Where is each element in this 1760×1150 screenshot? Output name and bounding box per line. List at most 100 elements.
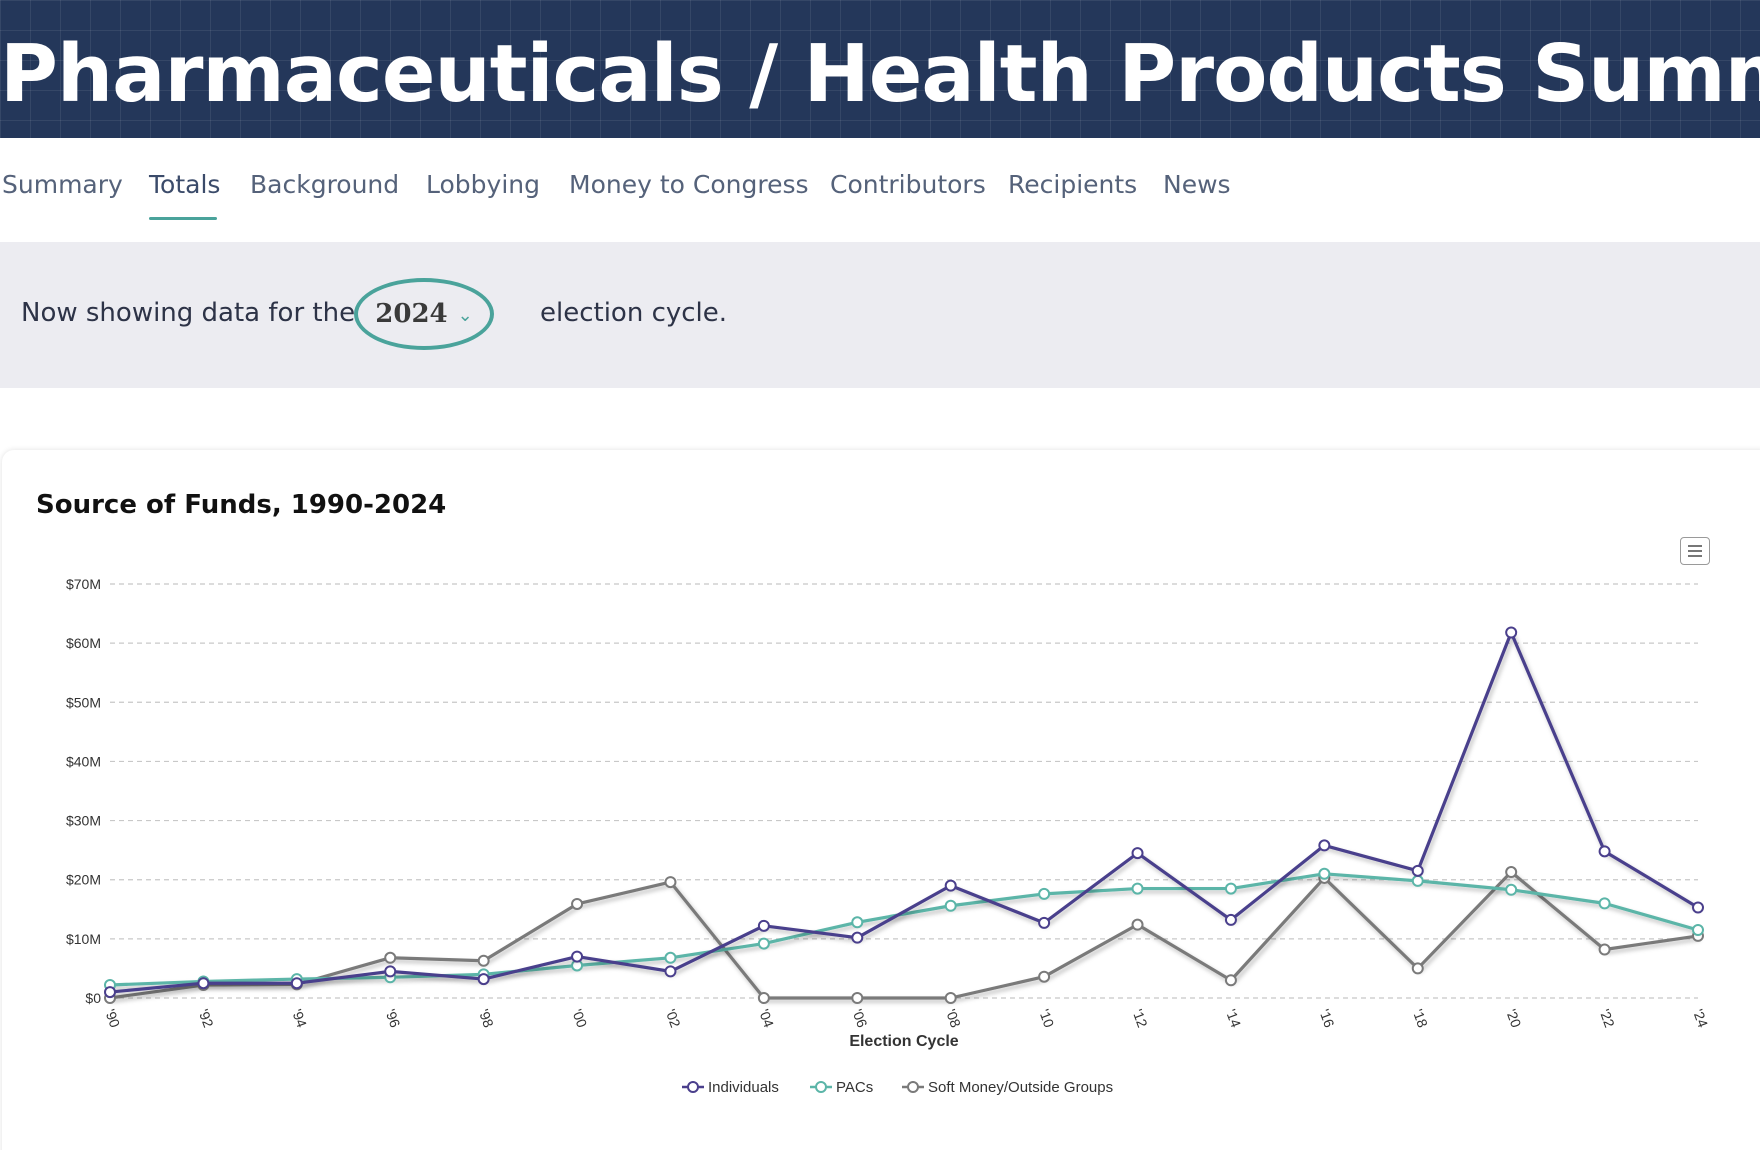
y-tick-label: $40M [66,753,101,769]
tab-recipients[interactable]: Recipients [1008,170,1138,199]
y-tick-label: $0 [85,990,101,1006]
series-line [109,872,1699,987]
data-point [290,977,303,990]
chart-title: Source of Funds, 1990-2024 [36,490,447,520]
x-tick-label: '90 [102,1007,123,1030]
data-point [1411,874,1424,887]
x-tick-label: '18 [1410,1007,1431,1030]
legend-item: PACs [810,1079,873,1096]
data-point [1224,974,1237,987]
data-point [1598,845,1611,858]
data-point [757,992,770,1004]
cycle-dropdown-value: 2024 [375,299,448,329]
data-point [1224,882,1237,895]
data-point [1692,901,1704,914]
data-point [757,937,770,950]
x-tick-label: '16 [1316,1007,1337,1030]
series-individuals [104,626,1704,999]
data-point [1598,943,1611,956]
data-point [1318,839,1331,852]
hamburger-icon-line [1688,550,1702,552]
cycle-suffix-text: election cycle. [540,298,728,328]
data-point [571,950,584,963]
x-tick-label: '96 [382,1007,403,1030]
data-point [1318,867,1331,880]
data-point [944,879,957,892]
cycle-dropdown[interactable]: 2024 ⌄ [354,278,494,350]
x-tick-label: '20 [1503,1007,1524,1030]
data-point [664,951,677,964]
tab-bar: Summary Totals Background Lobbying Money… [0,170,1760,230]
legend-label: Soft Money/Outside Groups [928,1079,1113,1096]
data-point [384,951,397,964]
data-point [104,986,116,999]
data-point [1411,864,1424,877]
tab-news[interactable]: News [1163,170,1231,199]
hamburger-icon-line [1688,555,1702,557]
series-line [109,630,1699,994]
x-tick-label: '10 [1036,1007,1057,1030]
x-tick-label: '24 [1690,1007,1711,1030]
tab-totals[interactable]: Totals [149,170,221,199]
x-tick-label: '00 [569,1007,590,1030]
chart-menu-button[interactable] [1680,537,1710,565]
data-point [477,973,490,986]
source-of-funds-card: Source of Funds, 1990-2024 $0 $10M $20M $30… [2,450,1760,1150]
source-of-funds-chart: $0 $10M $20M $30M $40M $50M $60M $70M '90 '92 '94 '… [66,576,1711,1096]
data-point [1131,847,1144,860]
data-point [1505,626,1518,639]
active-tab-indicator [149,217,217,220]
data-point [1598,897,1611,910]
series-soft-money-outside-groups [104,866,1704,1004]
tab-summary[interactable]: Summary [2,170,123,199]
x-tick-label: '94 [289,1007,310,1030]
x-tick-label: '22 [1597,1007,1618,1030]
hamburger-icon-line [1688,545,1702,547]
data-point [384,965,397,978]
x-tick-label: '04 [756,1007,777,1030]
tab-lobbying[interactable]: Lobbying [426,170,540,199]
tab-background[interactable]: Background [250,170,400,199]
data-point [477,954,490,967]
legend-marker [687,1081,699,1093]
y-tick-label: $70M [66,576,101,592]
data-point [851,992,864,1004]
tab-contributors[interactable]: Contributors [830,170,986,199]
x-tick-label: '98 [476,1007,497,1030]
x-axis-title: Election Cycle [849,1033,958,1050]
data-point [1505,883,1518,896]
legend-marker [815,1081,827,1093]
data-point [1131,918,1144,931]
data-point [1505,866,1518,879]
x-tick-label: '08 [943,1007,964,1030]
legend-item: Soft Money/Outside Groups [902,1079,1113,1096]
y-tick-label: $60M [66,635,101,651]
y-tick-label: $10M [66,931,101,947]
data-point [1411,962,1424,975]
data-point [851,931,864,944]
tab-money-to-congress[interactable]: Money to Congress [569,170,809,199]
legend-label: PACs [836,1079,873,1096]
data-point [1038,916,1051,929]
cycle-prefix-text: Now showing data for the [21,298,356,328]
x-tick-label: '02 [662,1007,683,1030]
legend-label: Individuals [708,1079,779,1096]
x-tick-label: '92 [195,1007,216,1030]
data-point [851,916,864,929]
data-point [664,965,677,978]
y-tick-label: $20M [66,872,101,888]
legend-marker [907,1081,919,1093]
y-tick-label: $30M [66,813,101,829]
page-header: Pharmaceuticals / Health Products Summar… [0,0,1760,138]
data-point [944,899,957,912]
page-title: Pharmaceuticals / Health Products Summar… [0,28,1760,120]
data-point [1038,887,1051,900]
data-point [1224,913,1237,926]
x-tick-label: '12 [1130,1007,1151,1030]
series-line [109,870,1699,1000]
legend-item: Individuals [682,1079,779,1096]
x-tick-label: '06 [849,1007,870,1030]
data-point [571,897,584,910]
data-point [1131,882,1144,895]
data-point [1038,970,1051,983]
